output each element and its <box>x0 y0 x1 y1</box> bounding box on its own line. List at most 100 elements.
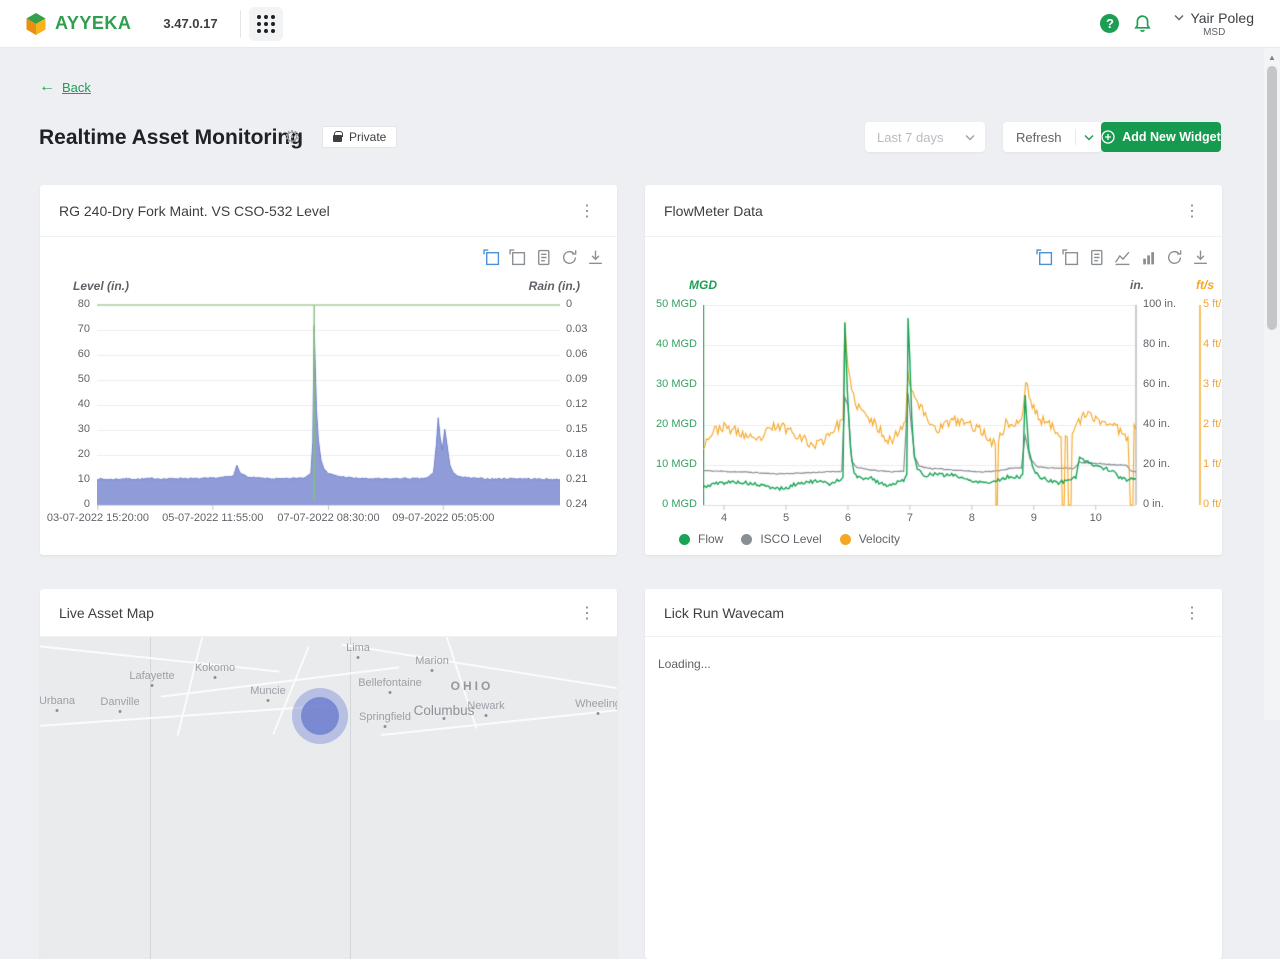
topbar-divider <box>240 10 241 38</box>
widget-menu-kebab-icon[interactable]: ⋮ <box>1180 201 1204 221</box>
map-road <box>40 643 279 672</box>
map-city-dot <box>151 684 154 687</box>
refresh-button[interactable]: Refresh <box>1003 130 1075 145</box>
legend-label: ISCO Level <box>760 532 821 546</box>
map-city-dot <box>357 656 360 659</box>
map-city-label: Lima <box>346 642 370 654</box>
y-axis-tick-label: 0.21 <box>566 473 587 485</box>
notifications-bell-icon[interactable] <box>1133 14 1152 33</box>
scrollbar-thumb[interactable] <box>1267 66 1277 330</box>
download-icon[interactable] <box>1192 249 1209 266</box>
left-axis-title: Level (in.) <box>73 279 129 293</box>
box-zoom-icon[interactable] <box>1036 249 1053 266</box>
y-axis-tick-label: 30 <box>40 423 90 435</box>
map-city-label: Danville <box>100 696 139 708</box>
y-axis-tick-label: 0.09 <box>566 373 587 385</box>
x-axis-tick-label: 5 <box>783 512 789 524</box>
y-axis-tick-label: 0 <box>40 498 90 510</box>
add-new-widget-button[interactable]: Add New Widget <box>1101 122 1221 152</box>
line-chart-icon[interactable] <box>1114 249 1131 266</box>
y-axis-tick-label: 50 <box>40 373 90 385</box>
widget-rg240-level-chart: RG 240-Dry Fork Maint. VS CSO-532 Level … <box>40 185 617 555</box>
chart-legend: Flow ISCO Level Velocity <box>679 532 900 546</box>
map-city-label: Newark <box>467 700 504 712</box>
map-city-label: Marion <box>415 655 449 667</box>
bar-chart-icon[interactable] <box>1140 249 1157 266</box>
top-navigation-bar: AYYEKA 3.47.0.17 ? Yair Poleg MSD <box>0 0 1280 48</box>
legend-label: Flow <box>698 532 723 546</box>
chevron-down-icon <box>1084 134 1094 141</box>
legend-dot-icon <box>840 534 851 545</box>
map-city-label: Bellefontaine <box>358 677 422 689</box>
y-axis-tick-label: 40 MGD <box>645 338 697 350</box>
chevron-down-icon <box>1174 14 1184 21</box>
download-icon[interactable] <box>587 249 604 266</box>
map-city-dot <box>485 714 488 717</box>
map-canvas[interactable]: UrbanaDanvilleLafayetteKokomoMuncieLimaM… <box>40 637 617 959</box>
y-axis-tick-label: 0 MGD <box>645 498 697 510</box>
wavecam-loading-text: Loading... <box>645 637 1222 671</box>
reset-zoom-icon[interactable] <box>509 249 526 266</box>
y-axis-tick-label: 20 MGD <box>645 418 697 430</box>
x-axis-tick-label: 4 <box>721 512 727 524</box>
x-axis-tick-label: 9 <box>1031 512 1037 524</box>
back-link[interactable]: ← Back <box>39 78 91 96</box>
flow-axis-title: MGD <box>645 278 717 292</box>
legend-label: Velocity <box>859 532 900 546</box>
x-axis-tick-label: 07-07-2022 08:30:00 <box>277 512 379 524</box>
user-menu[interactable]: Yair Poleg MSD <box>1174 10 1254 38</box>
notes-icon[interactable] <box>1088 249 1105 266</box>
legend-item[interactable]: ISCO Level <box>741 532 821 546</box>
back-label: Back <box>62 80 91 95</box>
chart-plot-area[interactable] <box>97 296 560 510</box>
x-axis-tick-label: 03-07-2022 15:20:00 <box>47 512 149 524</box>
chart-plot-area[interactable] <box>703 296 1213 510</box>
time-range-select[interactable]: Last 7 days <box>865 122 985 152</box>
apps-grid-button[interactable] <box>249 7 283 41</box>
refresh-options-button[interactable] <box>1076 134 1102 141</box>
widget-title: RG 240-Dry Fork Maint. VS CSO-532 Level <box>59 203 575 219</box>
scrollbar-up-arrow-icon[interactable]: ▲ <box>1264 48 1280 66</box>
x-axis-tick-label: 09-07-2022 05:05:00 <box>392 512 494 524</box>
back-arrow-icon: ← <box>39 78 55 96</box>
privacy-badge[interactable]: Private <box>322 126 397 148</box>
y-axis-tick-label: 50 MGD <box>645 298 697 310</box>
dashboard-settings-gear-icon[interactable]: ⚙ <box>284 127 300 148</box>
refresh-icon[interactable] <box>561 249 578 266</box>
map-city-label: Kokomo <box>195 662 235 674</box>
x-axis-tick-label: 7 <box>907 512 913 524</box>
widget-menu-kebab-icon[interactable]: ⋮ <box>575 603 599 623</box>
right-axis-title: Rain (in.) <box>500 279 580 293</box>
x-axis-tick-label: 10 <box>1090 512 1102 524</box>
legend-item[interactable]: Velocity <box>840 532 900 546</box>
level-axis-title: in. <box>1130 278 1144 292</box>
refresh-icon[interactable] <box>1166 249 1183 266</box>
y-axis-tick-label: 0.15 <box>566 423 587 435</box>
y-axis-tick-label: 10 MGD <box>645 458 697 470</box>
ayyeka-logo[interactable]: AYYEKA <box>24 12 131 36</box>
page-scrollbar[interactable]: ▲ <box>1264 48 1280 720</box>
chevron-down-icon <box>965 134 975 141</box>
x-axis-tick-label: 8 <box>969 512 975 524</box>
map-city-dot <box>267 699 270 702</box>
reset-zoom-icon[interactable] <box>1062 249 1079 266</box>
box-zoom-icon[interactable] <box>483 249 500 266</box>
widget-header: Live Asset Map ⋮ <box>40 589 617 637</box>
legend-item[interactable]: Flow <box>679 532 723 546</box>
privacy-label: Private <box>349 130 386 144</box>
y-axis-tick-label: 70 <box>40 323 90 335</box>
map-city-dot <box>384 725 387 728</box>
y-axis-tick-label: 0.12 <box>566 398 587 410</box>
y-axis-tick-label: 40 <box>40 398 90 410</box>
widget-menu-kebab-icon[interactable]: ⋮ <box>1180 603 1204 623</box>
widget-header: FlowMeter Data ⋮ <box>645 185 1222 237</box>
asset-cluster-marker[interactable] <box>292 688 348 744</box>
notes-icon[interactable] <box>535 249 552 266</box>
widget-menu-kebab-icon[interactable]: ⋮ <box>575 201 599 221</box>
page-title: Realtime Asset Monitoring <box>39 126 303 150</box>
plus-circle-icon <box>1101 130 1115 144</box>
y-axis-tick-label: 10 <box>40 473 90 485</box>
map-state-border <box>350 637 351 959</box>
help-icon[interactable]: ? <box>1100 14 1119 33</box>
widget-flowmeter-chart: FlowMeter Data ⋮ MGD in. ft/s 50 MGD40 M… <box>645 185 1222 555</box>
